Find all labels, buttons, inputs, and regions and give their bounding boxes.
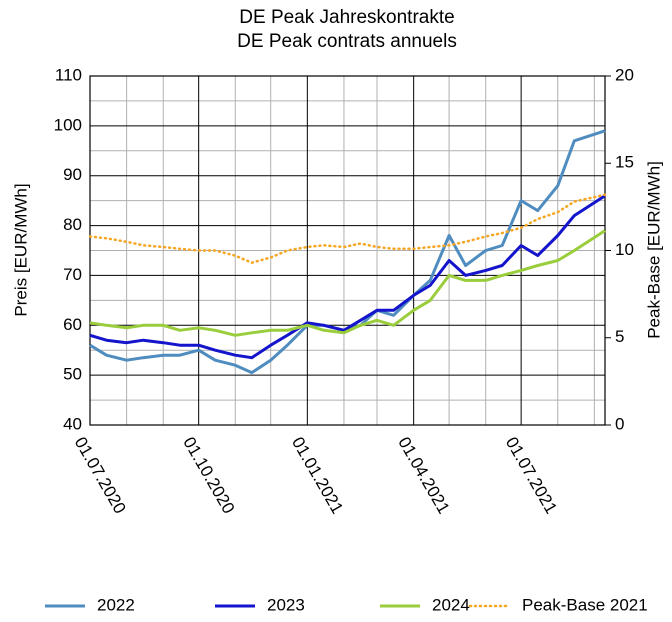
y2-tick-label: 10 [615, 240, 634, 259]
x-tick-label: 01.10.2020 [179, 434, 238, 517]
x-tick-label: 01.07.2021 [502, 434, 561, 517]
chart-title: DE Peak Jahreskontrakte [239, 7, 454, 28]
x-tick-label: 01.04.2021 [394, 434, 453, 517]
x-tick-label: 01.01.2021 [288, 434, 347, 517]
y2-tick-label: 20 [615, 65, 634, 84]
legend-label: 2022 [97, 595, 135, 614]
y-tick-label: 60 [63, 315, 82, 334]
series-line [89, 229, 606, 337]
x-tick-label: 01.07.2020 [71, 434, 130, 517]
legend-label: 2024 [432, 595, 470, 614]
y-tick-label: 40 [63, 414, 82, 433]
y-tick-label: 100 [54, 115, 82, 134]
y-tick-label: 50 [63, 365, 82, 384]
series-line [89, 129, 606, 375]
y-tick-label: 110 [55, 65, 82, 84]
chart-subtitle: DE Peak contrats annuels [237, 31, 457, 52]
y-tick-label: 80 [63, 215, 82, 234]
plot-frame [89, 75, 606, 426]
y-tick-label: 70 [63, 265, 82, 284]
y2-tick-label: 5 [615, 327, 624, 346]
series-line [88, 193, 607, 264]
series-line [89, 194, 606, 360]
y2-tick-label: 15 [615, 153, 634, 172]
legend-label: 2023 [267, 595, 305, 614]
y2-tick-label: 0 [615, 414, 624, 433]
y-axis-label: Preis [EUR/MWh] [11, 183, 30, 316]
y2-axis-label: Peak-Base [EUR/MWh] [644, 161, 663, 339]
legend-label: Peak-Base 2021 [522, 595, 648, 614]
y-tick-label: 90 [63, 165, 82, 184]
